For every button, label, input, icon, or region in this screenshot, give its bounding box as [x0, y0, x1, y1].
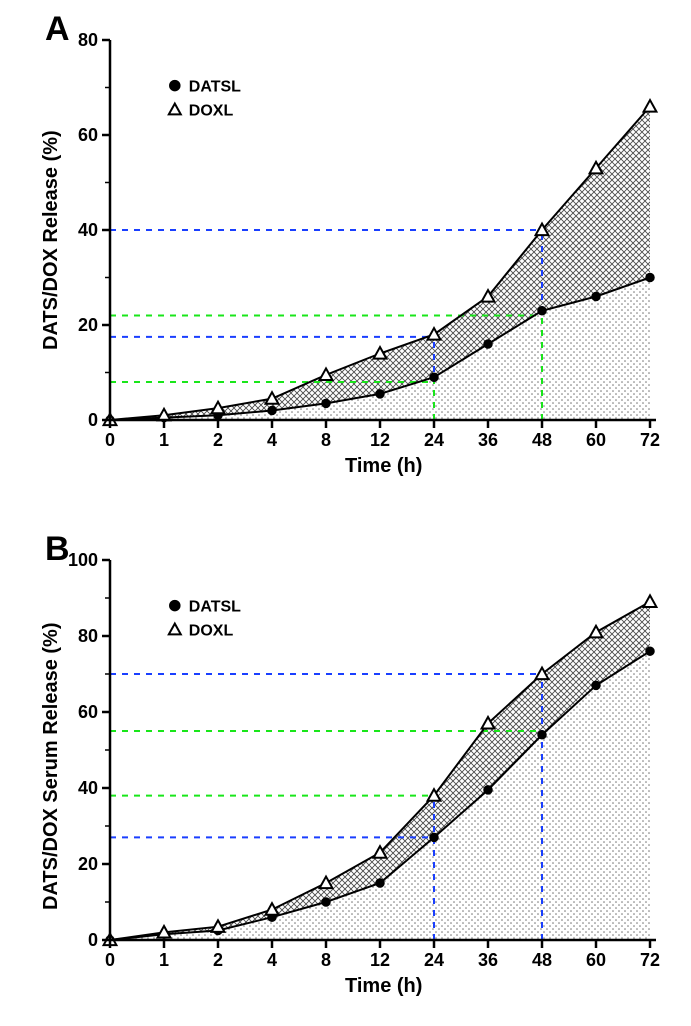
svg-text:DATSL: DATSL [189, 599, 241, 616]
svg-text:DOXL: DOXL [189, 103, 234, 120]
svg-text:8: 8 [321, 950, 331, 970]
svg-text:24: 24 [424, 950, 444, 970]
svg-text:1: 1 [159, 950, 169, 970]
page: A DATS/DOX Release (%) 02040608001248122… [0, 0, 691, 1026]
svg-text:12: 12 [370, 430, 390, 450]
svg-text:4: 4 [267, 430, 277, 450]
svg-text:72: 72 [640, 950, 660, 970]
svg-text:40: 40 [78, 778, 98, 798]
svg-text:0: 0 [105, 430, 115, 450]
chart-a: 02040608001248122436486072DATSLDOXL [0, 0, 691, 500]
panel-b-xlabel: Time (h) [345, 975, 422, 998]
svg-text:60: 60 [78, 702, 98, 722]
svg-text:48: 48 [532, 950, 552, 970]
svg-text:72: 72 [640, 430, 660, 450]
svg-text:48: 48 [532, 430, 552, 450]
panel-b: B DATS/DOX Serum Release (%) 02040608010… [0, 520, 691, 1020]
svg-text:60: 60 [586, 430, 606, 450]
svg-text:DOXL: DOXL [189, 623, 234, 640]
svg-text:2: 2 [213, 950, 223, 970]
svg-text:0: 0 [105, 950, 115, 970]
svg-text:24: 24 [424, 430, 444, 450]
svg-text:80: 80 [78, 626, 98, 646]
svg-text:1: 1 [159, 430, 169, 450]
panel-a-xlabel: Time (h) [345, 455, 422, 478]
svg-text:20: 20 [78, 854, 98, 874]
svg-text:36: 36 [478, 430, 498, 450]
svg-text:60: 60 [78, 125, 98, 145]
svg-text:DATSL: DATSL [189, 79, 241, 96]
svg-text:36: 36 [478, 950, 498, 970]
svg-text:60: 60 [586, 950, 606, 970]
svg-text:40: 40 [78, 220, 98, 240]
svg-text:4: 4 [267, 950, 277, 970]
svg-text:80: 80 [78, 30, 98, 50]
svg-text:2: 2 [213, 430, 223, 450]
panel-a: A DATS/DOX Release (%) 02040608001248122… [0, 0, 691, 500]
svg-text:0: 0 [88, 930, 98, 950]
svg-text:8: 8 [321, 430, 331, 450]
svg-text:20: 20 [78, 315, 98, 335]
svg-text:100: 100 [68, 550, 98, 570]
svg-text:0: 0 [88, 410, 98, 430]
chart-b: 02040608010001248122436486072DATSLDOXL [0, 520, 691, 1020]
svg-text:12: 12 [370, 950, 390, 970]
